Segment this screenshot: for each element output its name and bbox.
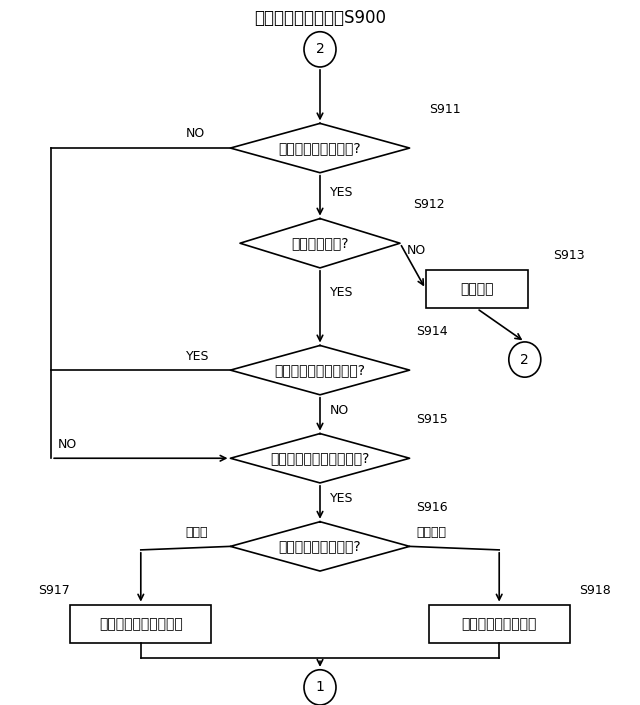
- Text: 充電器接続中?: 充電器接続中?: [291, 236, 349, 250]
- Text: YES: YES: [330, 286, 353, 299]
- Text: S911: S911: [429, 103, 460, 116]
- Text: 電池パックは保護状態?: 電池パックは保護状態?: [275, 363, 365, 377]
- Text: NO: NO: [406, 244, 426, 257]
- Text: 2: 2: [316, 42, 324, 56]
- Text: 現在の充電モードは?: 現在の充電モードは?: [278, 539, 362, 553]
- Text: YES: YES: [186, 350, 209, 362]
- Text: 残量表示: 残量表示: [460, 282, 493, 296]
- Text: NO: NO: [330, 404, 349, 417]
- Text: S915: S915: [416, 413, 448, 426]
- Text: S917: S917: [38, 584, 70, 597]
- Bar: [426, 269, 528, 309]
- Text: NO: NO: [58, 438, 77, 450]
- Text: S912: S912: [413, 198, 444, 211]
- Text: 余地充電: 余地充電: [416, 526, 446, 539]
- Text: YES: YES: [330, 492, 353, 505]
- Bar: [429, 604, 570, 643]
- Text: S913: S913: [554, 249, 585, 262]
- Text: 満充電モードに変更: 満充電モードに変更: [461, 617, 537, 631]
- Text: 充電モード設定処理S900: 充電モード設定処理S900: [254, 8, 386, 27]
- Text: 充電モード切り替え操作?: 充電モード切り替え操作?: [270, 451, 370, 465]
- Text: S918: S918: [579, 584, 611, 597]
- Text: 操作入力が行われた?: 操作入力が行われた?: [278, 141, 362, 155]
- Bar: [70, 604, 211, 643]
- Text: S916: S916: [416, 501, 447, 514]
- Text: S914: S914: [416, 325, 447, 338]
- Text: 余地充電モードに変更: 余地充電モードに変更: [99, 617, 182, 631]
- Text: 満充電: 満充電: [186, 526, 208, 539]
- Text: NO: NO: [186, 128, 205, 140]
- Text: 1: 1: [316, 680, 324, 694]
- Text: 2: 2: [520, 352, 529, 367]
- Text: YES: YES: [330, 185, 353, 199]
